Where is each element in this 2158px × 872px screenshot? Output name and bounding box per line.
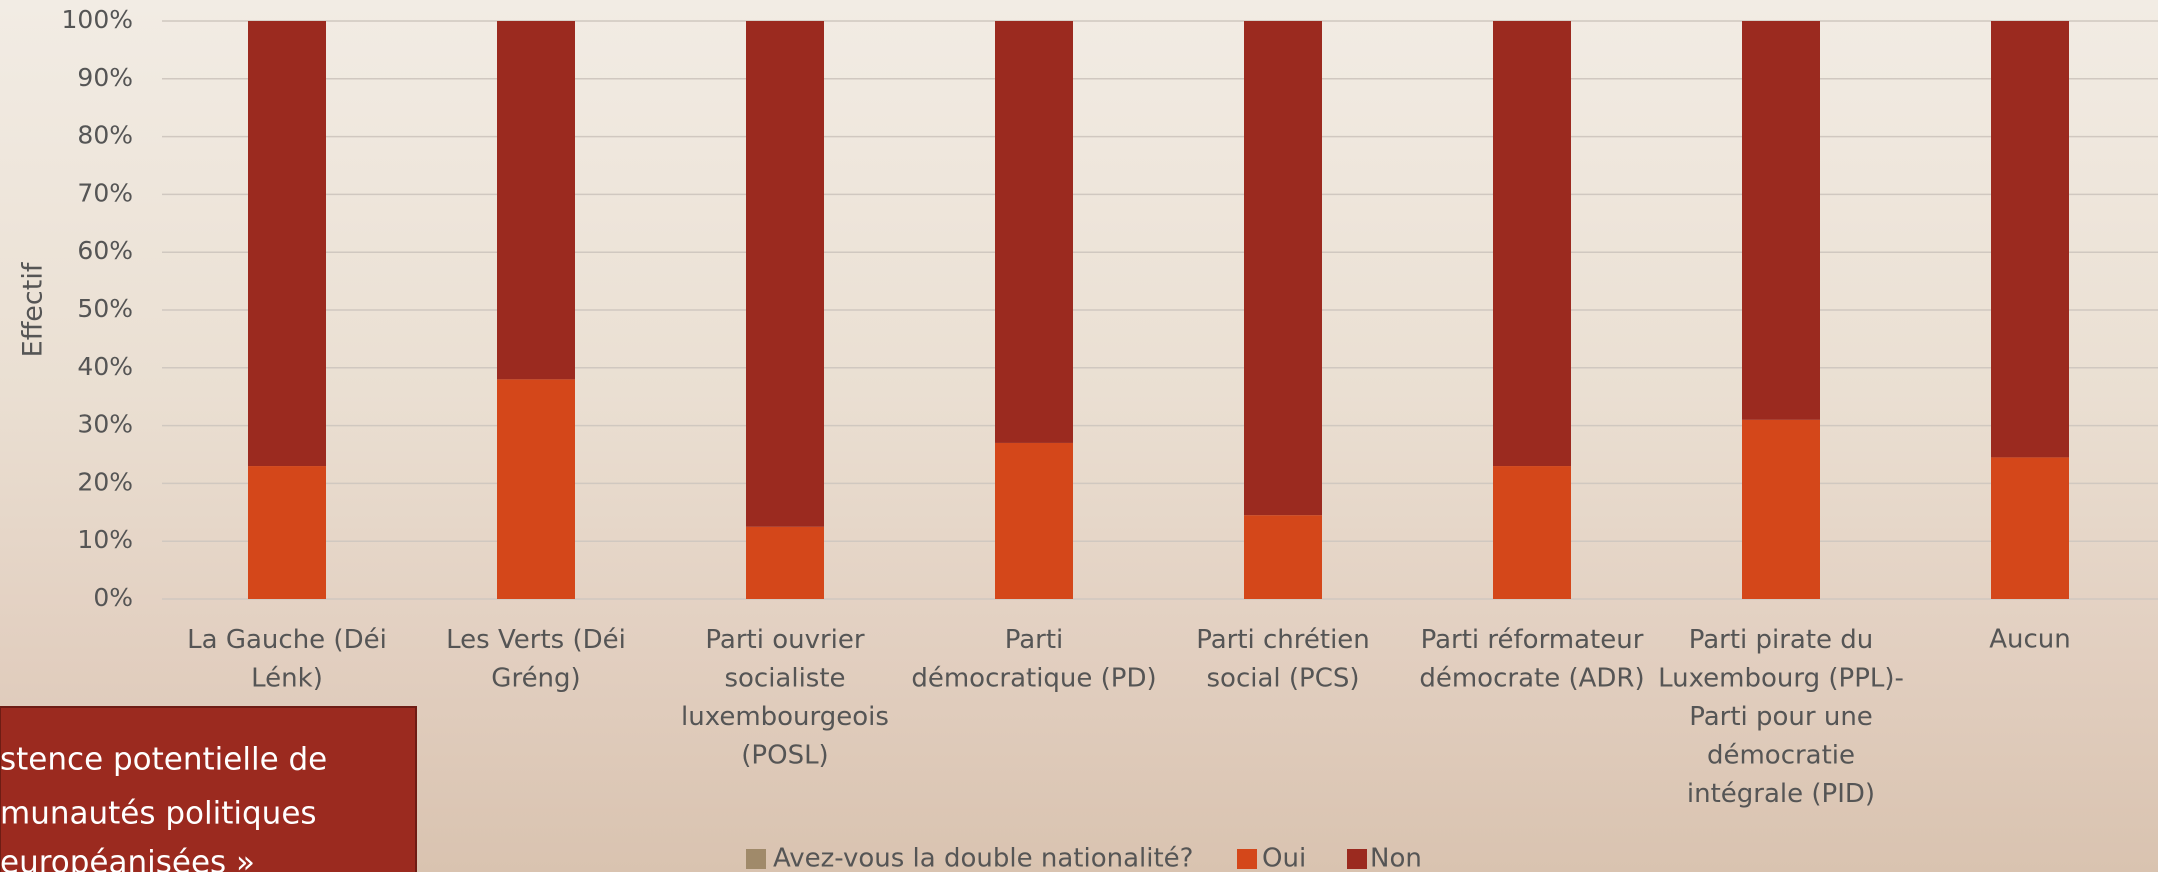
bar-segment — [995, 21, 1073, 443]
y-tick-label: 100% — [62, 5, 133, 34]
bar-segment — [1244, 21, 1322, 515]
page: Effectif 0% 10% 20% 30% 40% 50% 60% 70% 80% 90% 10… — [0, 0, 2158, 872]
chart: Effectif 0% 10% 20% 30% 40% 50% 60% 70% 80% 90% 10… — [0, 0, 2158, 872]
bar-segment — [995, 443, 1073, 599]
y-tick-label: 50% — [77, 294, 133, 323]
legend-label: Avez-vous la double nationalité? — [773, 844, 1193, 872]
x-tick-label: Aucun — [1989, 625, 2071, 655]
legend-swatch — [1237, 849, 1257, 869]
bar-segment — [1991, 21, 2069, 457]
legend-swatch — [1347, 849, 1367, 869]
bar-segment — [248, 466, 326, 599]
y-tick-label: 60% — [77, 236, 133, 265]
callout-text: munautés politiques — [0, 796, 317, 832]
legend-label: Non — [1370, 844, 1422, 872]
bar-segment — [497, 21, 575, 379]
bar-segment — [1742, 420, 1820, 599]
bar-segment — [1493, 466, 1571, 599]
bar-segment — [1244, 515, 1322, 599]
y-tick-label: 70% — [77, 178, 133, 207]
bar-segment — [248, 21, 326, 466]
callout-text: stence potentielle de — [0, 742, 327, 778]
y-axis-label: Effectif — [18, 261, 49, 357]
callout-text: européanisées » — [0, 845, 255, 872]
y-tick-label: 0% — [93, 583, 133, 612]
y-tick-label: 20% — [77, 467, 133, 496]
legend-swatch — [746, 849, 766, 869]
y-tick-label: 30% — [77, 410, 133, 439]
bar-segment — [1742, 21, 1820, 420]
y-tick-label: 10% — [77, 525, 133, 554]
bar-segment — [1991, 457, 2069, 599]
legend-label: Oui — [1262, 844, 1306, 872]
bar-segment — [746, 21, 824, 527]
y-tick-label: 90% — [77, 63, 133, 92]
bar-segment — [497, 379, 575, 599]
y-tick-label: 40% — [77, 352, 133, 381]
y-tick-label: 80% — [77, 121, 133, 150]
bar-segment — [746, 527, 824, 599]
bar-segment — [1493, 21, 1571, 466]
